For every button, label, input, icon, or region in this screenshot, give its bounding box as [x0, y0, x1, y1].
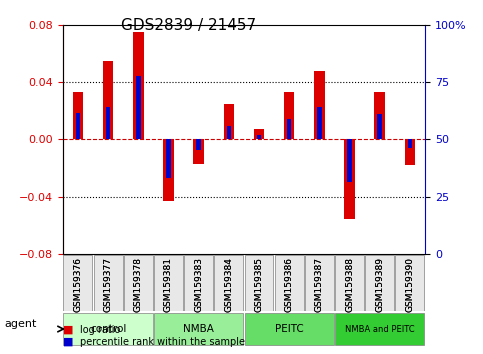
Bar	[254, 129, 264, 139]
Text: GSM159384: GSM159384	[224, 257, 233, 312]
Text: GSM159383: GSM159383	[194, 257, 203, 312]
Text: GSM159383: GSM159383	[194, 257, 203, 312]
Bar	[166, 139, 170, 178]
Bar	[257, 135, 261, 139]
Bar	[374, 92, 385, 139]
Text: GSM159378: GSM159378	[134, 257, 143, 312]
Bar	[227, 126, 231, 139]
Bar	[314, 70, 325, 139]
Bar	[344, 139, 355, 219]
Text: GSM159376: GSM159376	[73, 257, 83, 312]
Text: control: control	[90, 324, 126, 334]
Bar	[408, 139, 412, 148]
Text: percentile rank within the sample: percentile rank within the sample	[80, 337, 245, 347]
Bar	[133, 32, 143, 139]
Bar	[287, 119, 291, 139]
FancyBboxPatch shape	[335, 313, 425, 345]
Text: GSM159377: GSM159377	[103, 257, 113, 312]
Text: NMBA and PEITC: NMBA and PEITC	[345, 325, 414, 333]
FancyBboxPatch shape	[63, 313, 153, 345]
Bar	[197, 139, 201, 150]
FancyBboxPatch shape	[305, 255, 334, 311]
Text: GSM159381: GSM159381	[164, 257, 173, 312]
FancyBboxPatch shape	[154, 313, 243, 345]
Text: GSM159388: GSM159388	[345, 257, 354, 312]
FancyBboxPatch shape	[154, 255, 183, 311]
Bar	[76, 113, 80, 139]
Bar	[106, 107, 110, 139]
FancyBboxPatch shape	[94, 255, 123, 311]
FancyBboxPatch shape	[124, 255, 153, 311]
Text: ■: ■	[63, 337, 73, 347]
Bar	[136, 76, 141, 139]
Bar	[163, 139, 174, 201]
Bar	[347, 139, 352, 182]
Text: GSM159386: GSM159386	[284, 257, 294, 312]
Text: GSM159387: GSM159387	[315, 257, 324, 312]
FancyBboxPatch shape	[396, 255, 425, 311]
Text: GSM159387: GSM159387	[315, 257, 324, 312]
Text: GSM159390: GSM159390	[405, 257, 414, 312]
FancyBboxPatch shape	[275, 255, 304, 311]
Text: GSM159388: GSM159388	[345, 257, 354, 312]
Bar	[193, 139, 204, 164]
Text: GSM159385: GSM159385	[255, 257, 264, 312]
FancyBboxPatch shape	[184, 255, 213, 311]
Text: PEITC: PEITC	[275, 324, 304, 334]
Text: GDS2839 / 21457: GDS2839 / 21457	[121, 18, 256, 33]
Bar	[103, 61, 114, 139]
Text: GSM159390: GSM159390	[405, 257, 414, 312]
FancyBboxPatch shape	[214, 255, 243, 311]
Text: ■: ■	[63, 325, 73, 335]
Text: log ratio: log ratio	[80, 325, 120, 335]
Text: GSM159378: GSM159378	[134, 257, 143, 312]
Text: NMBA: NMBA	[183, 324, 214, 334]
FancyBboxPatch shape	[244, 313, 334, 345]
FancyBboxPatch shape	[244, 255, 273, 311]
Bar	[378, 114, 382, 139]
Bar	[284, 92, 295, 139]
FancyBboxPatch shape	[365, 255, 394, 311]
Text: GSM159386: GSM159386	[284, 257, 294, 312]
Text: GSM159385: GSM159385	[255, 257, 264, 312]
FancyBboxPatch shape	[335, 255, 364, 311]
Text: GSM159389: GSM159389	[375, 257, 384, 312]
Bar	[405, 139, 415, 165]
Text: GSM159376: GSM159376	[73, 257, 83, 312]
Text: GSM159384: GSM159384	[224, 257, 233, 312]
Text: GSM159377: GSM159377	[103, 257, 113, 312]
Bar	[317, 107, 322, 139]
Text: GSM159381: GSM159381	[164, 257, 173, 312]
Text: agent: agent	[5, 319, 37, 329]
Text: GSM159389: GSM159389	[375, 257, 384, 312]
Bar	[72, 92, 83, 139]
Bar	[224, 103, 234, 139]
FancyBboxPatch shape	[63, 255, 92, 311]
